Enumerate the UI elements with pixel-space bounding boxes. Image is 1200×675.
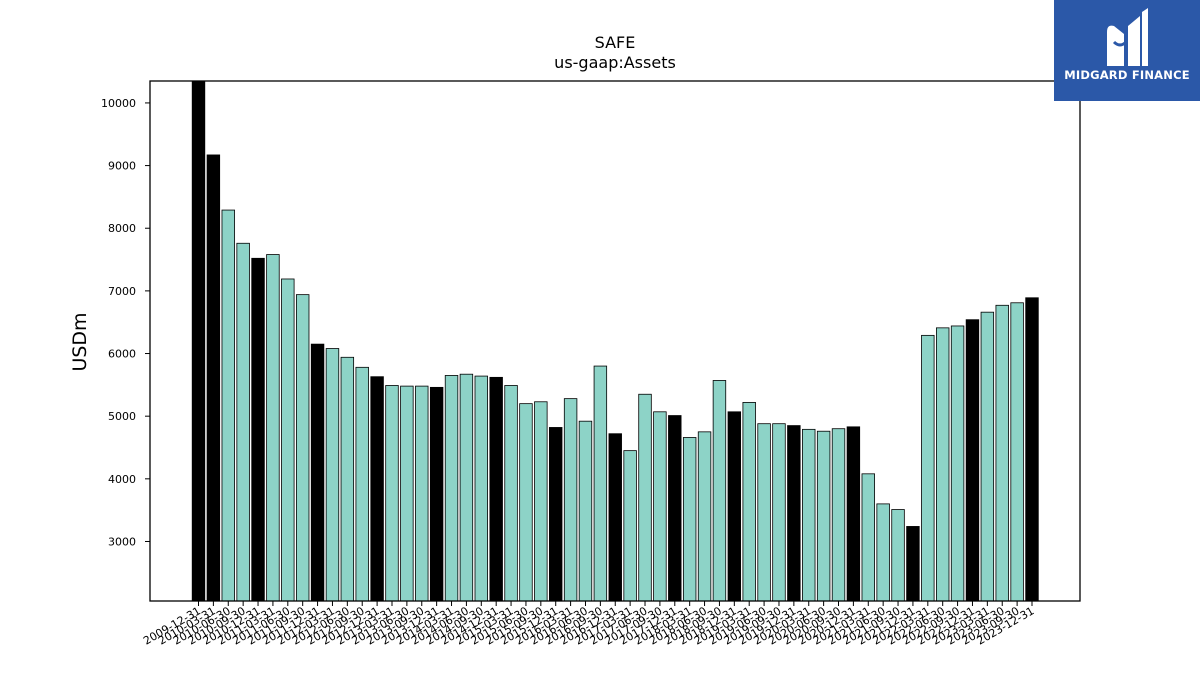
y-axis-ticks: 3000 4000 5000 6000 7000 8000 9000 10000 (101, 97, 150, 548)
bar-2023-06-30 (995, 304, 1009, 602)
bar-2017-03-31 (623, 450, 637, 602)
bar-2020-09-30 (831, 428, 846, 602)
y-tick-label: 9000 (108, 160, 136, 173)
bar-2022-03-31 (921, 334, 935, 602)
bar-2015-09-30 (534, 401, 548, 602)
bar-2013-06-30 (400, 385, 414, 602)
bar-2017-12-31 (668, 415, 682, 602)
bar-2013-12-31 (429, 386, 444, 602)
bar-2015-12-31 (549, 427, 563, 602)
bar-2012-03-31 (325, 348, 340, 602)
bar-2011-09-30 (295, 294, 310, 602)
bar-2022-12-31 (965, 319, 980, 602)
bar-2018-12-31 (727, 411, 742, 602)
bar-2021-12-31 (906, 526, 920, 602)
bar-2016-09-30 (593, 365, 608, 602)
bar-2019-09-30 (772, 423, 786, 602)
x-axis-ticks: 2009-12-312010-03-312010-06-302010-09-30… (141, 601, 1037, 648)
bar-2010-12-31 (251, 257, 265, 602)
bar-2021-03-31 (861, 473, 875, 602)
midgard-logo-icon (1107, 8, 1148, 66)
y-axis-label: USDm (69, 312, 91, 371)
bar-2013-03-31 (385, 385, 399, 602)
bar-2010-09-30 (236, 242, 250, 602)
bar-2014-06-30 (459, 373, 474, 602)
y-tick-label: 6000 (108, 348, 136, 361)
bar-2011-06-30 (281, 278, 295, 602)
bar-2012-12-31 (370, 376, 384, 602)
chart-subtitle: us-gaap:Assets (554, 53, 676, 72)
bars-group (191, 80, 1039, 602)
y-tick-label: 4000 (108, 473, 136, 486)
bar-2018-09-30 (712, 380, 727, 602)
bar-2022-06-30 (936, 327, 950, 602)
bar-2010-03-31 (206, 154, 221, 602)
bar-2015-06-30 (519, 403, 533, 602)
bar-2023-09-30 (1010, 302, 1024, 602)
bar-2017-09-30 (653, 411, 667, 602)
bar-2020-03-31 (802, 428, 816, 602)
bar-2019-12-31 (787, 425, 801, 602)
y-tick-label: 7000 (108, 285, 136, 298)
bar-2021-06-30 (876, 503, 890, 602)
bar-2010-06-30 (221, 209, 235, 602)
bar-2018-06-30 (697, 431, 712, 602)
bar-2020-06-30 (816, 430, 831, 602)
bar-2023-12-31 (1025, 297, 1039, 602)
bar-2012-09-30 (355, 366, 369, 602)
plot-frame (149, 80, 1081, 602)
bar-2014-12-31 (489, 376, 503, 602)
chart-title: SAFE (595, 33, 636, 52)
bar-2020-12-31 (846, 426, 861, 602)
bar-2018-03-31 (682, 437, 697, 602)
bar-2012-06-30 (340, 356, 355, 602)
y-tick-label: 8000 (108, 222, 136, 235)
bar-2017-06-30 (638, 393, 652, 602)
y-tick-label: 10000 (101, 97, 136, 110)
bar-2015-03-31 (504, 385, 518, 602)
bar-2021-09-30 (891, 509, 905, 602)
bar-2014-09-30 (474, 375, 488, 602)
y-tick-label: 5000 (108, 410, 136, 423)
bar-2022-09-30 (950, 325, 965, 602)
y-tick-label: 3000 (108, 535, 136, 548)
bar-2009-12-31 (191, 80, 206, 602)
bar-2023-03-31 (980, 311, 995, 602)
bar-2011-12-31 (310, 343, 325, 602)
bar-2016-03-31 (563, 398, 578, 602)
bar-2016-06-30 (578, 420, 593, 602)
bar-2016-12-31 (608, 433, 622, 602)
bar-2011-03-31 (266, 254, 280, 602)
brand-logo: MIDGARD FINANCE (1054, 0, 1200, 101)
bar-2019-03-31 (742, 401, 756, 602)
bar-2019-06-30 (757, 423, 771, 602)
bar-2014-03-31 (444, 375, 459, 602)
bar-2013-09-30 (415, 385, 429, 602)
brand-name: MIDGARD FINANCE (1064, 68, 1190, 82)
